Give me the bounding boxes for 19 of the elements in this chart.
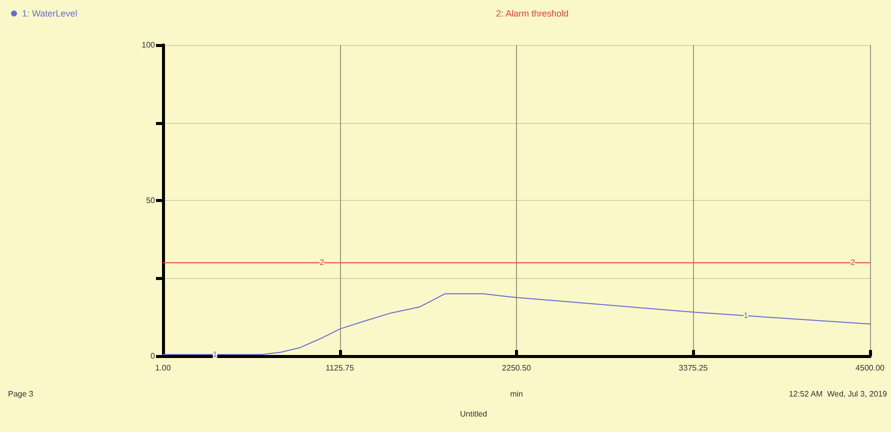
annotation: 1 [744, 311, 749, 320]
annotation: 1 [212, 350, 218, 359]
annotation: 2 [850, 258, 856, 268]
x-tick-label: 1.00 [155, 364, 172, 372]
y-tick-label: 50 [146, 196, 156, 205]
text: 2: Alarm threshold [496, 8, 569, 18]
x-tick-label: 1125.75 [326, 364, 354, 372]
x-tick-label: 3375.25 [678, 364, 708, 372]
text: Untitled [460, 410, 488, 418]
text: Page 3 [8, 390, 34, 398]
legend-label: 1: WaterLevel [22, 8, 78, 18]
text: 12:52 AM Wed, Jul 3, 2019 [788, 390, 888, 398]
annotation: 2 [320, 258, 325, 268]
y-tick-label: 0 [150, 352, 156, 360]
x-tick-label: 2250.50 [502, 364, 532, 372]
y-tick-label: 100 [142, 40, 156, 50]
line-series [162, 293, 870, 355]
x-axis-title: min [510, 390, 523, 398]
x-tick-label: 4500.00 [856, 364, 886, 372]
